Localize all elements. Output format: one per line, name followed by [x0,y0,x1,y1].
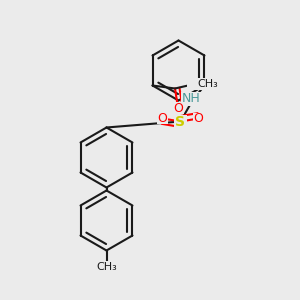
Text: NH: NH [182,92,200,105]
Text: CH₃: CH₃ [197,79,218,89]
FancyBboxPatch shape [97,261,116,273]
Text: S: S [176,115,185,128]
Text: O: O [194,112,203,125]
Text: CH₃: CH₃ [96,262,117,272]
Text: O: O [158,112,167,125]
Text: O: O [173,101,183,115]
FancyBboxPatch shape [193,113,204,124]
FancyBboxPatch shape [172,102,184,114]
FancyBboxPatch shape [157,113,168,124]
FancyBboxPatch shape [174,115,187,128]
FancyBboxPatch shape [187,78,207,90]
FancyBboxPatch shape [181,92,201,106]
